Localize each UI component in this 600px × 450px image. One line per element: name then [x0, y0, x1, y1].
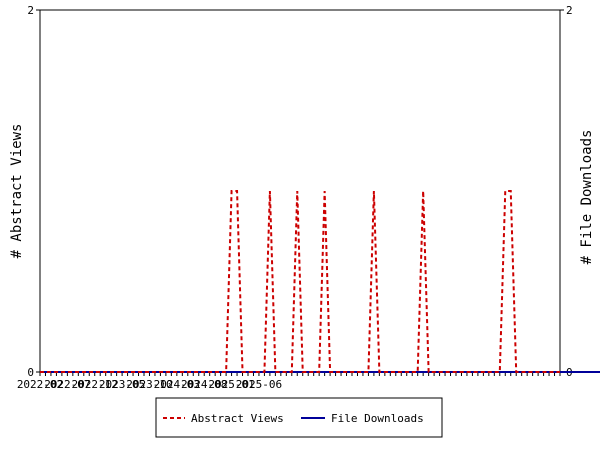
x-tick-label: 2024-03 [154, 378, 200, 391]
y-right-tick-label: 2 [566, 4, 573, 17]
series-layer [40, 190, 600, 373]
legend-label-file-downloads: File Downloads [331, 412, 424, 425]
x-tick-label: 2022-07 [44, 378, 90, 391]
legend: Abstract Views File Downloads [155, 397, 443, 438]
y-right-axis-title: # File Downloads [579, 130, 595, 265]
y-left-tick-label: 2 [27, 4, 34, 17]
x-tick-label: 2024-08 [181, 378, 227, 391]
legend-label-abstract-views: Abstract Views [191, 412, 284, 425]
x-tick-label: 2023-10 [126, 378, 172, 391]
x-tick-label: 2022-12 [72, 378, 118, 391]
y-right-axis: 02 [560, 4, 573, 379]
y-left-tick-label: 0 [27, 366, 34, 379]
y-left-axis: 02 [27, 4, 40, 379]
x-tick-label: 2023-05 [99, 378, 145, 391]
x-tick-label: 2025-01 [208, 378, 254, 391]
plot-area [39, 9, 561, 373]
y-left-axis-title: # Abstract Views [9, 124, 25, 259]
series-line-abstract-views [40, 190, 560, 373]
x-tick-label: 2022-02 [17, 378, 63, 391]
x-tick-label: 2025-06 [236, 378, 282, 391]
x-axis-labels: 2022-022022-072022-122023-052023-102024-… [17, 378, 282, 391]
legend-box [155, 397, 443, 438]
